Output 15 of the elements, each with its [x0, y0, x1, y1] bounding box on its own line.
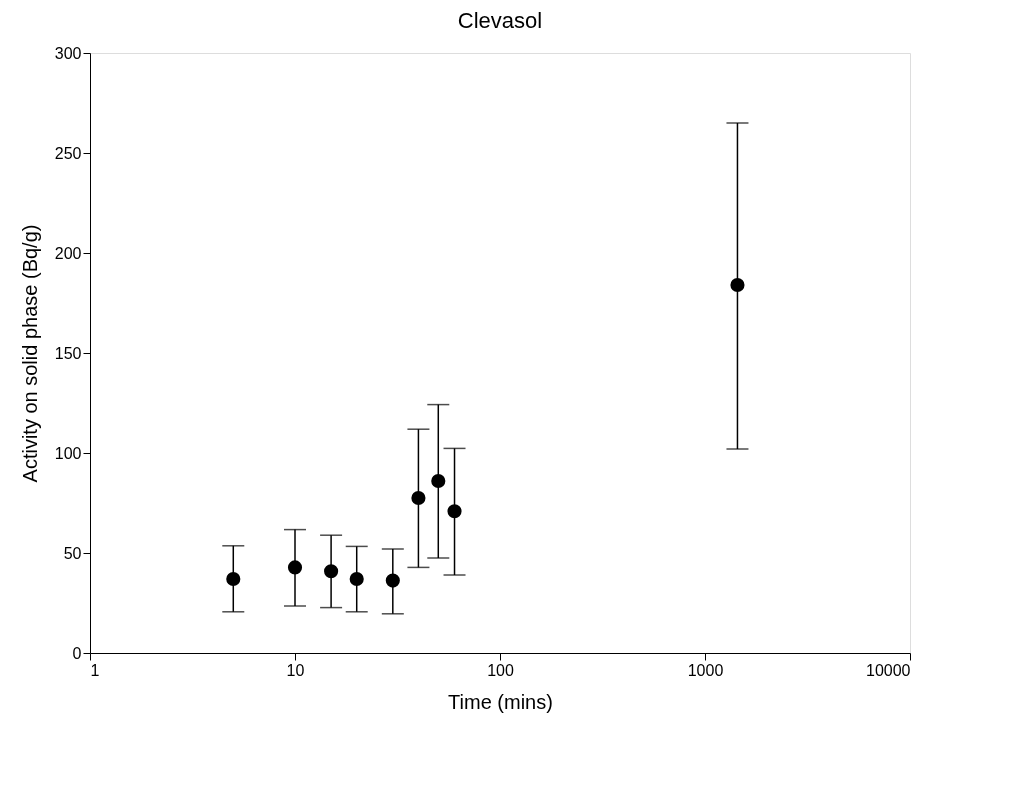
x-tick-label: 10000 — [866, 661, 911, 679]
y-tick-label: 50 — [63, 544, 82, 562]
y-tick-label: 0 — [72, 644, 82, 662]
y-tick-label: 200 — [54, 244, 82, 262]
x-tick-label: 100 — [487, 661, 514, 679]
x-axis-title: Time (mins) — [448, 690, 553, 713]
x-tick-label: 1000 — [687, 661, 724, 679]
x-tick-label: 1 — [90, 661, 100, 679]
y-tick-label: 100 — [54, 444, 82, 462]
x-tick-label: 10 — [286, 661, 305, 679]
y-axis-title: Activity on solid phase (Bq/g) — [18, 224, 41, 483]
y-tick-label: 250 — [54, 144, 82, 162]
y-tick-label: 150 — [54, 344, 82, 362]
chart-title: Clevasol — [457, 8, 543, 33]
y-tick-label: 300 — [54, 44, 82, 62]
